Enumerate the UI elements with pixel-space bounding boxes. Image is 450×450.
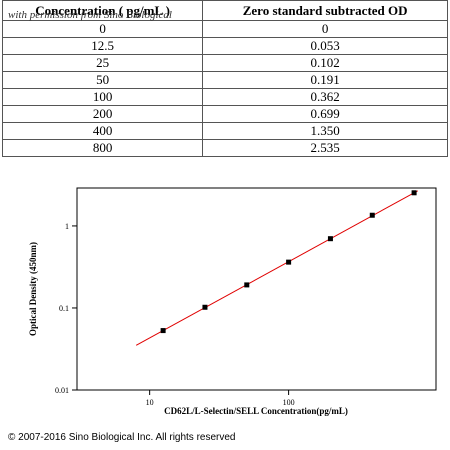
y-tick-label: 0.1: [59, 304, 69, 313]
footer: © 2007-2016 Sino Biological Inc. All rig…: [8, 432, 236, 443]
y-tick-label: 0.01: [55, 386, 69, 395]
fit-line: [135, 190, 418, 346]
data-point: [286, 259, 292, 265]
table-cell: 800: [1, 139, 204, 157]
plot-frame: [76, 187, 437, 391]
table-row: 50 0.191: [1, 71, 448, 89]
data-table: Concentration ( pg/mL ) Zero standard sub…: [1, 0, 448, 157]
table-row: 800 2.535: [1, 139, 448, 157]
x-tick-label: 100: [283, 398, 295, 407]
data-point: [244, 282, 250, 288]
x-axis-label: CD62L/L-Selectin/SELL Concentration(pg/m…: [164, 406, 348, 416]
chart: CD62L/L-Selectin/SELL Concentration(pg/m…: [28, 187, 437, 416]
watermark: with permission from Sino Biological: [8, 9, 172, 21]
y-axis-label: Optical Density (450nm): [28, 242, 38, 336]
data-point: [160, 328, 166, 334]
table-cell: 2.535: [202, 139, 448, 157]
table-row: 200 0.699: [1, 105, 448, 123]
x-tick-label: 10: [146, 398, 154, 407]
data-point: [369, 212, 375, 218]
data-point: [327, 236, 333, 242]
data-point: [202, 304, 208, 310]
data-point: [411, 190, 417, 196]
y-tick-label: 1: [65, 222, 69, 231]
